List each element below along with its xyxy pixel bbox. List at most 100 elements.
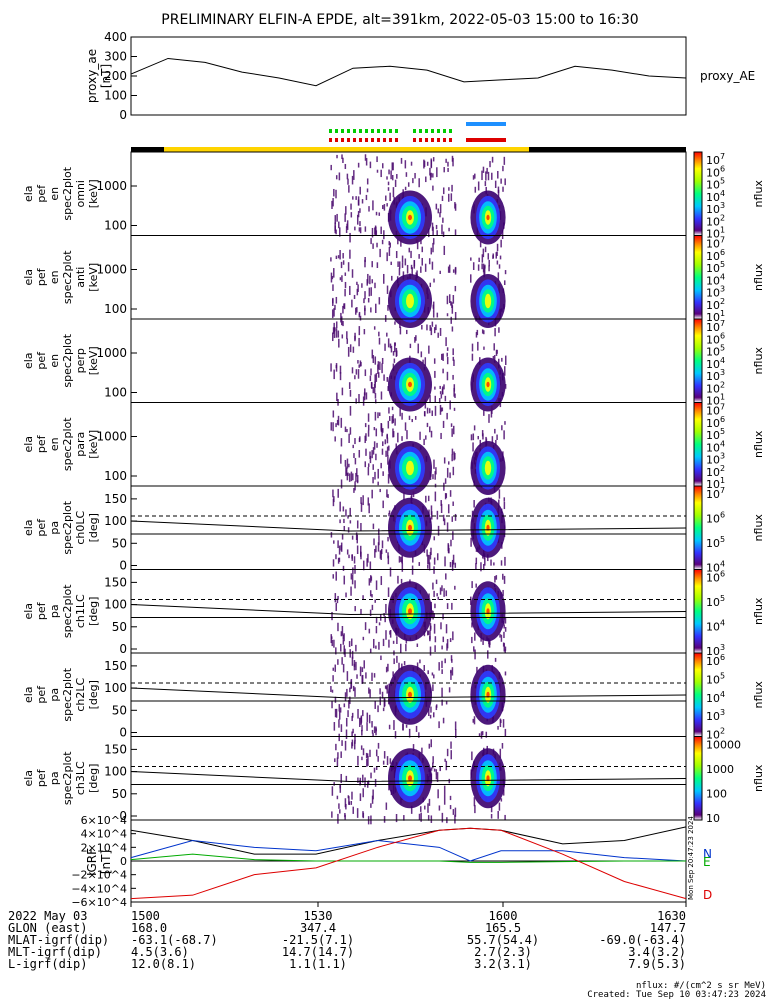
spec-speckle [336,213,338,222]
spec-speckle [428,562,431,571]
spec-speckle [359,227,362,234]
spec-speckle [406,264,409,274]
spec-speckle [487,650,489,659]
spec-speckle [351,650,354,659]
spec-speckle [488,265,490,272]
footer-units: nflux: #/(cm^2 s sr MeV) [636,981,766,991]
spec-speckle [415,272,417,277]
spec-speckle [340,261,343,269]
colorbar-tick-label: 105 [706,260,725,275]
spec-speckle [331,786,334,796]
spec-speckle [441,660,443,669]
status-dash-red [395,138,398,142]
spec-speckle [367,466,370,476]
spec-speckle [435,704,438,708]
spec-ylabel-line: ela [22,603,35,620]
spec-speckle [378,212,381,216]
spec-speckle [371,795,374,804]
spec-speckle [361,283,363,288]
spec-speckle [387,587,390,597]
colorbar-tick-label: 101 [706,309,725,324]
spec-speckle [372,355,375,364]
spec-speckle [400,578,403,584]
spec-speckle [442,613,444,620]
spec-speckle [479,439,482,447]
spec-speckle [375,580,378,590]
xaxis-row-value: 7.9(5.3) [628,957,686,971]
spec-speckle [433,459,435,469]
spec-ylabel-line: spec2plot [61,584,74,638]
igrf-ytick-label: −6×10^4 [71,896,127,909]
spec-speckle [374,701,376,709]
spec-speckle [470,537,472,547]
spec-ytick-label: 50 [112,703,127,717]
spec-speckle [363,298,365,304]
status-dash-green [347,129,350,133]
spec-speckle [339,501,341,512]
spec-speckle [348,473,351,482]
spec-speckle [499,255,502,260]
spec-speckle [348,185,350,193]
spec-speckle [429,395,431,403]
spec-speckle [333,327,336,338]
spec-speckle [348,699,350,709]
spec-speckle [377,468,379,479]
spec-speckle [361,199,364,204]
igrf-ylabel-units: [nT] [99,850,113,874]
spec-speckle [349,344,352,353]
spec-speckle [424,411,426,417]
spec-speckle [348,433,350,443]
status-bar-blue [466,122,506,126]
spec-speckle [367,413,370,422]
spec-speckle [401,263,404,268]
spec-speckle [414,416,417,420]
spec-speckle [344,213,346,222]
spec-speckle [334,436,336,442]
spec-blob [406,293,414,309]
spec-speckle [356,307,358,313]
spec-speckle [378,528,380,536]
spec-speckle [370,576,373,581]
spec-speckle [428,554,430,565]
spec-speckle [498,327,500,333]
spec-speckle [335,296,338,304]
spec-blob [408,691,412,698]
spec-ytick-label: 1000 [96,263,127,277]
spec-speckle [334,708,337,718]
spec-speckle [412,557,414,563]
spec-speckle [352,196,354,200]
spec-speckle [360,497,362,504]
spec-speckle [436,230,438,236]
spec-speckle [362,748,365,756]
spec-speckle [442,353,444,361]
spec-speckle [482,433,484,440]
spec-speckle [359,221,361,227]
spec-speckle [441,224,443,235]
spec-speckle [342,640,345,645]
spec-speckle [381,239,384,245]
spec-speckle [433,278,435,283]
colorbar-label: nflux [752,430,765,458]
spec-speckle [393,358,396,363]
spec-speckle [386,446,389,456]
spec-speckle [372,464,374,470]
spec-speckle [387,536,389,542]
igrf-legend-N: N [703,847,712,861]
spec-speckle [338,710,341,720]
spec-speckle [396,174,398,179]
spec-speckle [376,262,379,268]
spec-speckle [384,685,387,689]
spec-ylabel-line: [deg] [87,764,100,793]
spec-speckle [366,712,369,722]
spec-ylabel-line: [keV] [87,263,100,292]
status-dash-red [413,138,416,142]
spec-speckle [372,477,374,484]
spec-speckle [415,239,418,244]
xaxis-row-value: 1530 [304,909,333,923]
spec-ylabel-line: spec2plot [61,500,74,554]
spec-speckle [444,478,447,484]
spec-speckle [351,742,353,749]
spec-speckle [475,332,478,338]
spec-speckle [387,338,390,348]
spec-speckle [393,342,396,353]
